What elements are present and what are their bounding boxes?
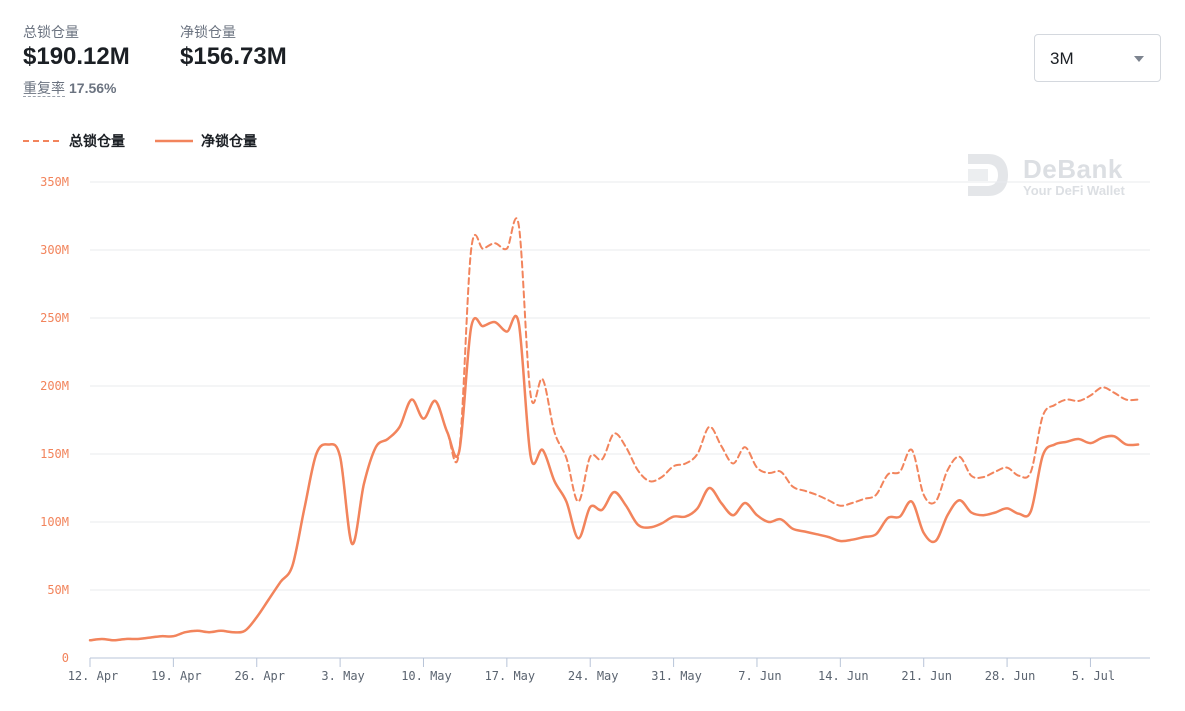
x-tick-label: 7. Jun [738,669,781,683]
legend-label-net: 净锁仓量 [201,133,257,149]
dashed-line-icon [23,140,61,142]
chevron-down-icon [1134,56,1144,62]
debank-watermark: DeBank Your DeFi Wallet [966,152,1125,203]
x-tick-label: 17. May [485,669,536,683]
x-tick-label: 31. May [651,669,702,683]
net-tvl-stat: 净锁仓量 $156.73M [180,24,287,72]
x-tick-label: 3. May [321,669,364,683]
legend-item-total[interactable]: 总锁仓量 [23,131,125,151]
total-tvl-value: $190.12M [23,43,130,70]
y-tick-label: 100M [40,515,69,529]
x-tick-label: 12. Apr [68,669,119,683]
x-tick-label: 10. May [401,669,452,683]
overlap-rate: 重复率 17.56% [23,78,116,98]
series-line-net [88,314,1140,642]
total-tvl-label: 总锁仓量 [23,24,79,40]
legend-label-total: 总锁仓量 [69,133,125,149]
watermark-subtitle: Your DeFi Wallet [1023,183,1125,198]
y-tick-label: 50M [47,583,69,597]
x-tick-label: 26. Apr [234,669,285,683]
solid-line-icon [155,139,193,143]
x-tick-label: 28. Jun [985,669,1036,683]
total-tvl-stat: 总锁仓量 $190.12M [23,24,130,72]
y-tick-label: 350M [40,175,69,189]
legend-item-net[interactable]: 净锁仓量 [155,131,257,151]
y-tick-label: 150M [40,447,69,461]
x-tick-label: 14. Jun [818,669,869,683]
time-range-value: 3M [1050,49,1074,68]
x-tick-label: 5. Jul [1072,669,1115,683]
grid-lines [90,181,1150,591]
time-range-select[interactable]: 3M [1034,34,1161,82]
y-tick-label: 300M [40,243,69,257]
series-line-total [89,217,1140,642]
overlap-rate-label[interactable]: 重复率 [23,80,65,97]
overlap-rate-value: 17.56% [69,80,117,96]
y-tick-label: 200M [40,379,69,393]
x-tick-label: 21. Jun [901,669,952,683]
x-axis-ticks: 12. Apr 19. Apr 26. Apr 3. May 10. May 17. Ma… [68,658,1115,683]
y-tick-label: 0 [62,651,69,665]
y-tick-label: 250M [40,311,69,325]
y-axis-ticks: 0 50M 100M 150M 200M 250M 300M 350M [40,175,69,665]
x-tick-label: 19. Apr [151,669,202,683]
watermark-title: DeBank [1023,154,1123,184]
debank-logo-icon [968,154,1008,196]
net-tvl-value: $156.73M [180,43,287,70]
series-lines [88,217,1140,642]
x-tick-label: 24. May [568,669,619,683]
net-tvl-label: 净锁仓量 [180,24,236,40]
